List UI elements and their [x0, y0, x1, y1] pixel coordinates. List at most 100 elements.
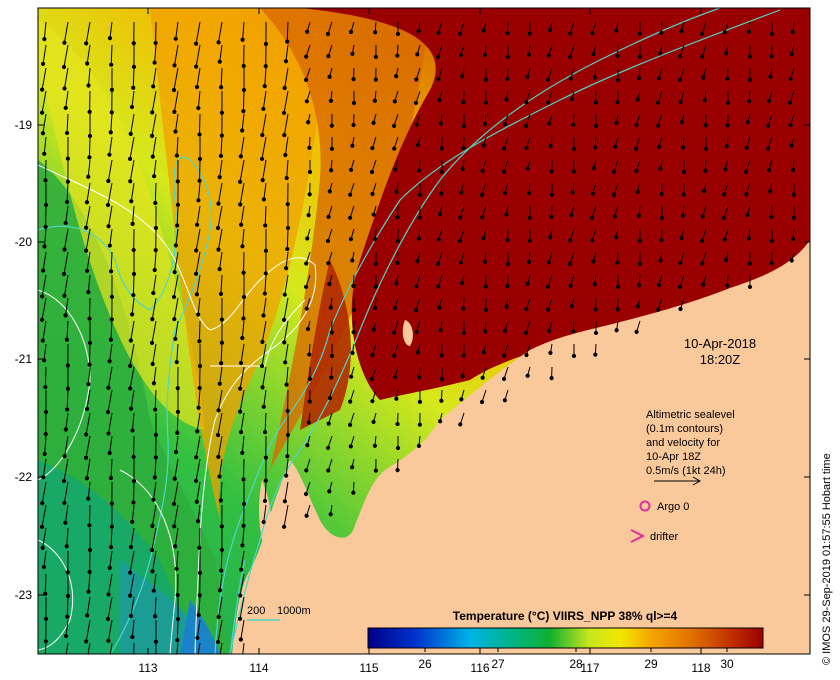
velocity-vector-head — [153, 40, 158, 46]
velocity-vector-head — [351, 307, 357, 313]
velocity-vector-head — [175, 202, 181, 207]
velocity-vector-head — [153, 407, 158, 412]
velocity-vector-head — [592, 282, 597, 287]
velocity-vector-head — [724, 51, 729, 56]
velocity-vector-head — [263, 455, 268, 460]
velocity-vector-head — [413, 307, 419, 313]
velocity-vector-head — [394, 396, 399, 401]
velocity-vector-head — [306, 420, 311, 425]
velocity-vector-head — [107, 565, 112, 570]
velocity-vector-head — [41, 565, 47, 570]
velocity-vector-head — [480, 168, 485, 174]
velocity-vector — [240, 205, 245, 225]
velocity-vector-head — [305, 326, 311, 332]
velocity-vector-head — [747, 284, 753, 290]
velocity-vector — [173, 90, 179, 112]
velocity-vector-head — [61, 64, 67, 70]
velocity-vector-head — [373, 468, 378, 473]
velocity-vector-head — [658, 258, 663, 263]
velocity-vector-head — [65, 407, 70, 412]
velocity-vector-head — [483, 329, 488, 334]
velocity-vector-head — [238, 593, 243, 598]
velocity-vector-head — [461, 353, 466, 358]
velocity-vector-head — [637, 31, 642, 36]
velocity-vector — [286, 159, 289, 179]
velocity-vector-head — [788, 77, 793, 82]
velocity-vector-head — [218, 85, 224, 90]
velocity-vector — [264, 412, 267, 433]
velocity-vector-head — [391, 330, 397, 335]
velocity-vector-head — [263, 478, 268, 483]
velocity-vector-head — [590, 191, 595, 196]
velocity-vector-head — [219, 524, 224, 529]
velocity-vector-head — [219, 340, 225, 345]
velocity-vector-head — [84, 200, 90, 205]
velocity-vector-head — [789, 51, 794, 56]
velocity-vector-head — [238, 429, 244, 435]
velocity-vector-head — [614, 235, 619, 240]
velocity-vector-head — [659, 215, 665, 221]
velocity-vector-head — [87, 362, 92, 367]
velocity-vector-head — [150, 154, 155, 159]
velocity-vector-head — [281, 524, 287, 529]
velocity-vector — [109, 228, 113, 246]
velocity-vector-head — [305, 29, 310, 34]
velocity-vector-head — [634, 329, 639, 334]
velocity-vector-head — [131, 454, 136, 459]
velocity-vector — [153, 573, 157, 591]
velocity-vector-head — [348, 215, 353, 220]
velocity-vector — [107, 596, 113, 620]
velocity-vector-head — [435, 261, 441, 267]
velocity-vector-head — [350, 258, 355, 263]
velocity-vector-head — [304, 468, 309, 473]
velocity-vector-head — [504, 97, 509, 102]
velocity-vector — [152, 481, 157, 500]
velocity-vector-head — [525, 281, 530, 286]
velocity-vector-head — [216, 247, 221, 252]
velocity-vector-head — [590, 238, 595, 243]
velocity-vector-head — [436, 30, 441, 35]
velocity-vector-head — [460, 374, 465, 379]
velocity-vector-head — [769, 261, 774, 266]
velocity-vector-head — [395, 421, 400, 427]
velocity-vector-head — [194, 292, 199, 297]
velocity-vector-head — [370, 146, 375, 151]
velocity-vector-head — [304, 54, 309, 59]
velocity-vector-head — [505, 76, 510, 82]
velocity-vector-head — [789, 258, 794, 263]
velocity-vector — [88, 573, 91, 592]
velocity-vector-head — [439, 191, 444, 196]
velocity-vector-head — [593, 352, 598, 357]
velocity-vector-head — [395, 468, 400, 473]
velocity-vector — [152, 550, 157, 572]
velocity-vector-head — [326, 54, 331, 59]
velocity-vector-head — [106, 385, 111, 390]
velocity-vector-head — [679, 29, 684, 34]
velocity-vector-head — [307, 352, 312, 357]
velocity-vector — [110, 113, 113, 133]
velocity-vector-head — [527, 238, 532, 243]
y-tick-label: -20 — [15, 235, 33, 249]
velocity-vector-head — [568, 283, 573, 288]
velocity-vector — [220, 343, 223, 364]
velocity-vector-head — [677, 284, 683, 290]
velocity-vector — [218, 596, 223, 618]
velocity-vector-head — [218, 361, 224, 366]
velocity-vector — [241, 320, 245, 339]
velocity-vector-head — [40, 501, 45, 506]
velocity-vector-head — [325, 31, 331, 37]
velocity-vector — [175, 113, 179, 132]
velocity-vector-head — [721, 215, 727, 221]
velocity-vector-head — [174, 153, 179, 158]
velocity-vector — [44, 435, 47, 454]
velocity-vector-head — [285, 246, 290, 252]
velocity-vector-head — [768, 189, 773, 194]
velocity-vector-head — [129, 199, 134, 204]
velocity-vector — [151, 320, 157, 344]
velocity-vector-head — [240, 37, 245, 42]
velocity-vector-head — [656, 307, 661, 312]
velocity-vector-head — [502, 328, 508, 333]
velocity-vector — [263, 297, 267, 316]
velocity-vector — [285, 458, 289, 476]
velocity-vector-head — [526, 52, 531, 57]
